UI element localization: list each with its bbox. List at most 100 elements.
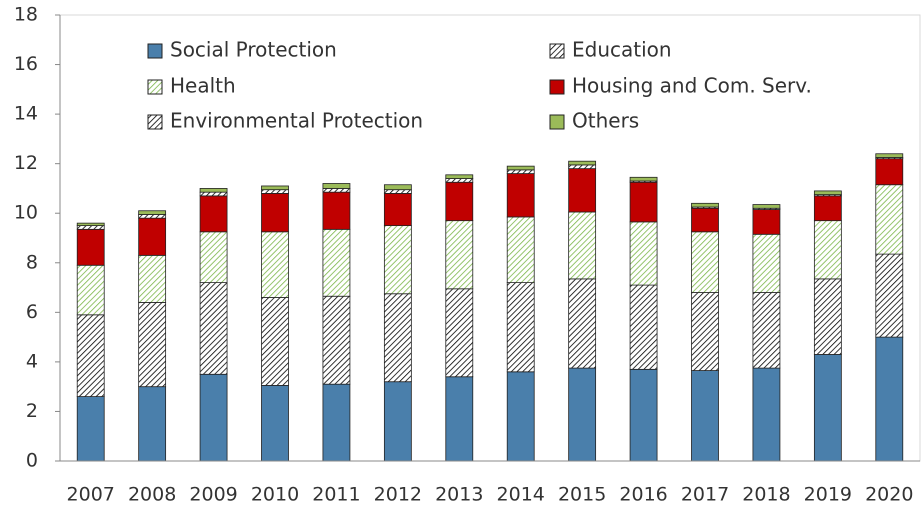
bar-segment	[506, 282, 535, 373]
bar-segment	[383, 184, 412, 191]
bar-segment	[76, 225, 105, 230]
bar-segment	[875, 153, 904, 158]
bar-segment	[261, 231, 289, 298]
y-tick-label: 18	[14, 4, 38, 26]
bar-segment	[752, 292, 781, 369]
bar-segment	[506, 173, 535, 218]
x-tick-label: 2011	[312, 484, 360, 506]
bar-segment	[875, 158, 904, 186]
x-tick-label: 2009	[189, 484, 237, 506]
legend-label: Environmental Protection	[170, 109, 423, 133]
bar-segment	[322, 188, 351, 193]
x-tick-label: 2017	[681, 484, 729, 506]
bar-segment	[752, 233, 781, 293]
bar-segment	[261, 189, 289, 194]
bar-segment	[383, 192, 412, 227]
bar-segment	[76, 228, 105, 266]
bar-segment	[383, 293, 412, 383]
bar-segment	[76, 222, 105, 227]
legend-swatch	[549, 114, 565, 130]
bar-segment	[629, 176, 658, 182]
bar-segment	[199, 231, 228, 284]
legend-label: Education	[572, 38, 672, 62]
legend-swatch	[147, 79, 163, 95]
bar-segment	[506, 371, 535, 462]
bar-segment	[568, 278, 597, 369]
y-tick-label: 12	[14, 152, 38, 174]
bar-segment	[322, 383, 351, 462]
bar-segment	[691, 207, 719, 233]
x-tick-label: 2010	[251, 484, 299, 506]
bar-segment	[76, 314, 105, 397]
legend-label: Others	[572, 109, 639, 133]
bar-segment	[261, 385, 289, 462]
bar-segment	[76, 396, 105, 462]
bar-segment	[691, 370, 719, 462]
x-tick-label: 2008	[128, 484, 176, 506]
bar-segment	[506, 165, 535, 171]
bar-segment	[138, 214, 167, 219]
x-tick-label: 2018	[742, 484, 790, 506]
bar-segment	[322, 183, 351, 189]
y-tick-label: 14	[14, 103, 38, 125]
bar-segment	[76, 264, 105, 316]
bar-segment	[322, 228, 351, 297]
y-tick-label: 0	[26, 450, 38, 472]
bar-segment	[138, 302, 167, 388]
x-tick-label: 2015	[558, 484, 606, 506]
bar-segment	[445, 376, 474, 462]
bar-segment	[199, 195, 228, 233]
bar-segment	[752, 204, 781, 209]
y-tick-label: 4	[26, 350, 38, 372]
bar-segment	[629, 181, 658, 223]
bar-segment	[383, 225, 412, 295]
legend-swatch	[549, 43, 565, 59]
bar-segment	[445, 220, 474, 290]
bar-segment	[261, 185, 289, 191]
bar-segment	[138, 254, 167, 303]
bar-segment	[813, 220, 842, 280]
bar-segment	[383, 381, 412, 462]
bar-segment	[691, 202, 719, 208]
bar-segment	[875, 253, 904, 338]
bar-segment	[199, 191, 228, 197]
bar-segment	[445, 288, 474, 378]
legend-swatch	[147, 43, 163, 59]
bar-segment	[199, 373, 228, 462]
x-tick-label: 2013	[435, 484, 483, 506]
bar-segment	[568, 160, 597, 166]
legend-label: Health	[170, 74, 236, 98]
bar-segment	[813, 278, 842, 355]
bar-segment	[138, 210, 167, 215]
bar-segment	[445, 178, 474, 183]
bar-segment	[875, 184, 904, 255]
bar-segment	[261, 297, 289, 386]
bar-segment	[813, 354, 842, 462]
legend-swatch	[549, 79, 565, 95]
bar-segment	[383, 189, 412, 194]
x-tick-label: 2012	[374, 484, 422, 506]
y-tick-label: 2	[26, 400, 38, 422]
bar-segment	[629, 284, 658, 370]
y-tick-label: 16	[14, 53, 38, 75]
x-tick-label: 2020	[865, 484, 913, 506]
bar-segment	[322, 191, 351, 230]
x-tick-label: 2019	[804, 484, 852, 506]
bar-segment	[629, 368, 658, 462]
bar-segment	[813, 195, 842, 222]
bar-segment	[199, 282, 228, 375]
legend-swatch	[147, 114, 163, 130]
y-tick-label: 10	[14, 202, 38, 224]
y-tick-label: 8	[26, 251, 38, 273]
bar-segment	[199, 188, 228, 193]
bar-segment	[261, 192, 289, 233]
bar-segment	[445, 181, 474, 222]
bar-segment	[752, 209, 781, 235]
bar-segment	[138, 386, 167, 462]
x-tick-label: 2016	[619, 484, 667, 506]
bar-segment	[568, 367, 597, 462]
bar-segment	[691, 231, 719, 293]
bar-segment	[568, 211, 597, 280]
bar-segment	[322, 295, 351, 385]
